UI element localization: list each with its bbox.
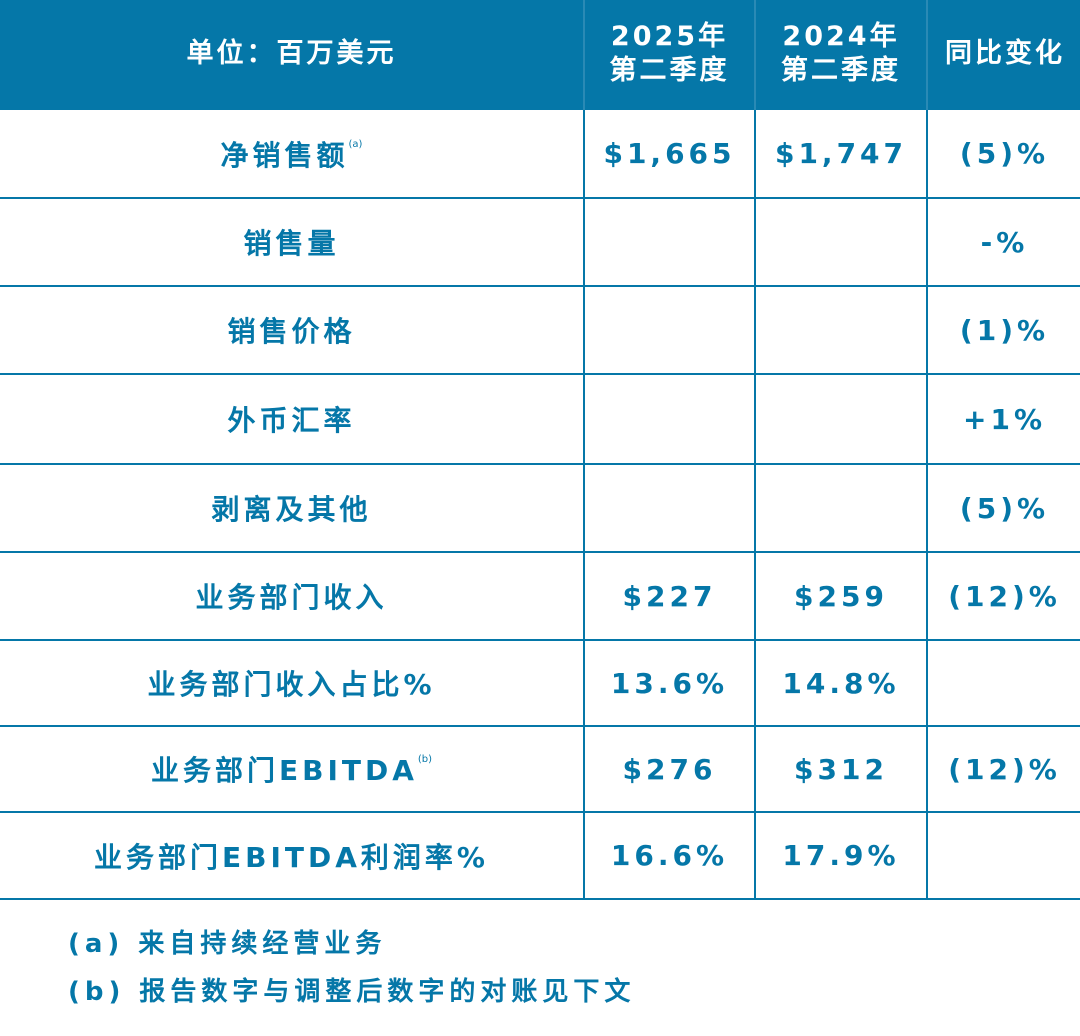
row-label-text: 净销售额 [220,138,349,172]
year-label: 2025年 [610,21,729,52]
q2-2025-value [583,463,756,553]
table-row: 业务部门EBITDA(b) $276 $312 (12)% [0,725,1080,813]
row-label: 净销售额(a) [0,108,585,199]
q2-2024-value-text: $1,747 [774,137,908,170]
footnote-ref: (b) [417,754,433,765]
year-label: 2024年 [782,21,900,52]
row-label-text: 业务部门收入占比% [147,668,436,701]
yoy-change-value: (12)% [926,725,1080,813]
q2-2025-header: 2025年 第二季度 [583,0,755,109]
yoy-change-header: 同比变化 [926,0,1080,109]
yoy-change-value: -% [926,197,1080,287]
yoy-change-value-text: (1)% [959,313,1050,347]
yoy-change-value [926,639,1080,727]
quarter-label: 第二季度 [781,55,901,86]
row-label-text: 业务部门EBITDA利润率% [94,840,489,874]
yoy-change-value [926,811,1080,900]
row-label-text: 业务部门EBITDA [150,754,418,787]
q2-2024-value [754,197,928,287]
row-label: 业务部门EBITDA利润率% [0,811,585,900]
row-label-text: 销售量 [243,227,340,260]
table-row: 业务部门收入占比% 13.6% 14.8% [0,639,1080,727]
yoy-change-value-text: -% [980,225,1029,259]
q2-2024-value [754,285,928,375]
q2-2025-value-text: $1,665 [603,137,736,170]
row-label-text: 外币汇率 [227,404,356,437]
q2-2025-value [583,285,756,375]
yoy-change-value-text: (5)% [959,491,1050,525]
q2-2025-value [583,373,756,465]
q2-2025-value-text: $276 [622,752,717,786]
footnotes: (a) 来自持续经营业务 (b) 报告数字与调整后数字的对账见下文 [68,920,635,1016]
table-row: 剥离及其他 (5)% [0,463,1080,553]
yoy-change-value: +1% [926,373,1080,465]
yoy-change-value: (5)% [926,463,1080,553]
q2-2025-value-text: 13.6% [610,666,729,700]
table-row: 业务部门收入 $227 $259 (12)% [0,551,1080,641]
q2-2025-value: 16.6% [583,811,756,900]
row-label: 业务部门收入 [0,551,585,641]
q2-2025-value: $1,665 [583,108,756,199]
q2-2024-value: $1,747 [754,108,928,199]
table-row: 净销售额(a) $1,665 $1,747 (5)% [0,108,1080,199]
q2-2024-value: $259 [754,551,928,641]
row-label-text: 业务部门收入 [195,581,388,614]
table-row: 销售量 -% [0,197,1080,287]
row-label: 销售价格 [0,285,585,375]
yoy-change-value-text: (5)% [959,137,1050,170]
q2-2025-value [583,197,756,287]
quarter-label: 第二季度 [609,55,730,86]
unit-header: 单位：百万美元 [0,0,584,109]
row-label: 外币汇率 [0,373,585,465]
row-label: 业务部门EBITDA(b) [0,725,585,813]
row-label: 业务部门收入占比% [0,639,585,727]
q2-2024-value-text: 14.8% [782,666,900,700]
financial-table: 单位：百万美元 2025年 第二季度 2024年 第二季度 同比变化 净销售额(a)… [0,0,1080,900]
q2-2025-value: $276 [583,725,756,813]
q2-2024-value: 17.9% [754,811,928,900]
q2-2024-value-text: $259 [794,579,888,613]
table-row: 业务部门EBITDA利润率% 16.6% 17.9% [0,811,1080,900]
q2-2025-value-text: $227 [622,579,717,613]
q2-2024-header: 2024年 第二季度 [754,0,927,109]
q2-2024-value: $312 [754,725,928,813]
row-label-text: 销售价格 [227,315,356,348]
yoy-change-value: (12)% [926,551,1080,641]
yoy-change-value-text: +1% [963,402,1046,436]
footnote-ref: (a) [348,138,363,150]
footnote-b: (b) 报告数字与调整后数字的对账见下文 [68,977,636,1007]
table-row: 销售价格 (1)% [0,285,1080,375]
q2-2025-value: 13.6% [583,639,756,727]
header-row: 单位：百万美元 2025年 第二季度 2024年 第二季度 同比变化 [0,0,1080,109]
row-label-text: 剥离及其他 [211,493,372,526]
yoy-change-value: (5)% [926,108,1080,199]
yoy-change-value-text: (12)% [948,579,1061,613]
yoy-change-value-text: (12)% [948,752,1061,786]
q2-2024-value [754,373,928,465]
q2-2024-value-text: 17.9% [782,839,900,872]
q2-2025-value: $227 [583,551,756,641]
q2-2025-value-text: 16.6% [610,839,729,872]
row-label: 剥离及其他 [0,463,585,553]
q2-2024-value-text: $312 [794,752,888,786]
table-row: 外币汇率 +1% [0,373,1080,465]
q2-2024-value [754,463,928,553]
footnote-a: (a) 来自持续经营业务 [68,929,387,959]
row-label: 销售量 [0,197,585,287]
q2-2024-value: 14.8% [754,639,928,727]
yoy-change-value: (1)% [926,285,1080,375]
